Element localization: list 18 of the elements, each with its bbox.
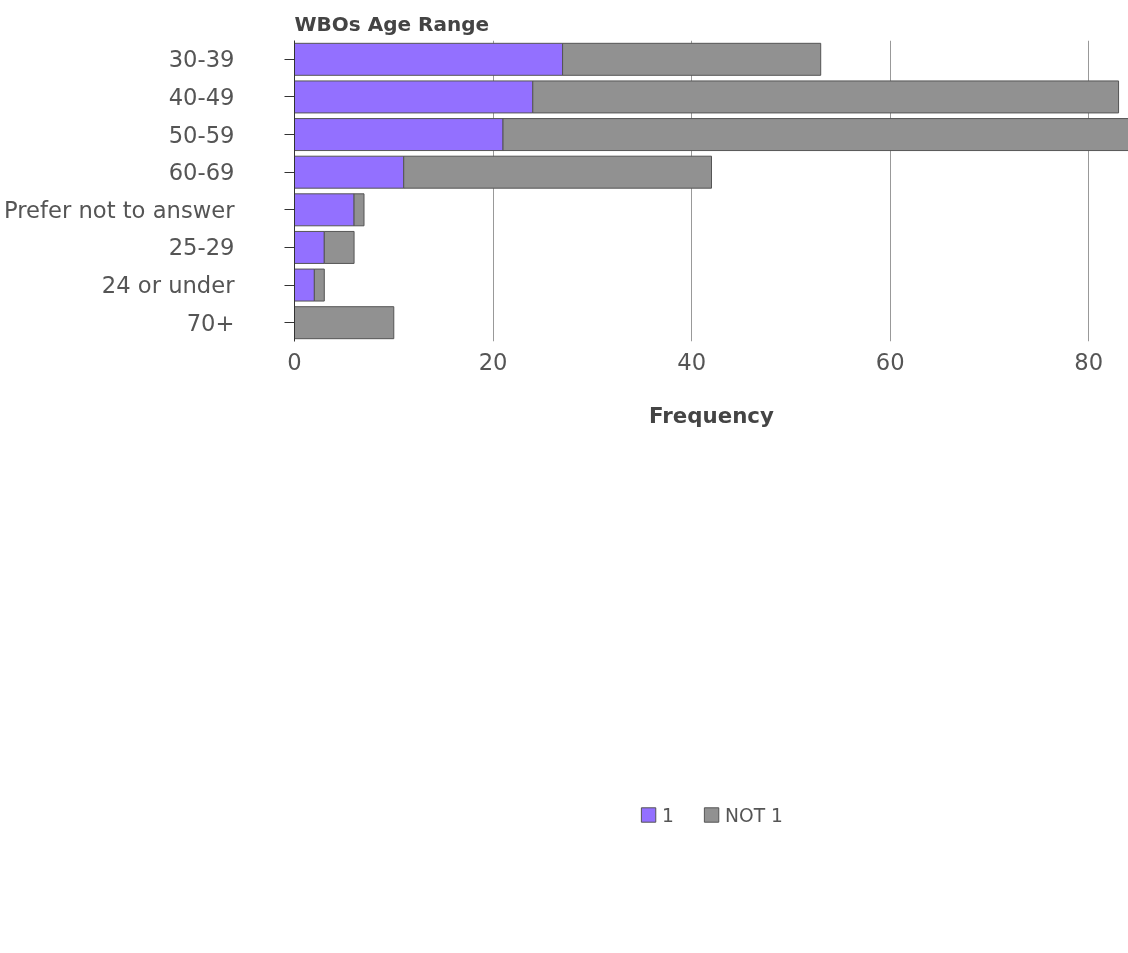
y-axis-title: WBOs Age Range bbox=[294, 11, 490, 36]
y-tick-label: 40-49 bbox=[168, 83, 235, 110]
y-tick-label: Prefer not to answer bbox=[3, 196, 236, 223]
x-tick-label: 40 bbox=[677, 348, 707, 375]
x-axis-title: Frequency bbox=[649, 402, 775, 428]
legend-label: 1 bbox=[662, 804, 675, 826]
y-tick-label: 25-29 bbox=[168, 234, 235, 261]
y-tick-label: 60-69 bbox=[168, 159, 235, 186]
x-tick-label: 0 bbox=[287, 348, 302, 375]
x-tick-label: 80 bbox=[1074, 348, 1104, 375]
y-tick-label: 30-39 bbox=[168, 46, 235, 73]
legend-label: NOT 1 bbox=[725, 804, 783, 826]
x-tick-label: 60 bbox=[875, 348, 905, 375]
y-tick-label: 50-59 bbox=[168, 121, 235, 148]
x-tick-label: 20 bbox=[478, 348, 508, 375]
y-tick-label: 24 or under bbox=[101, 272, 236, 299]
y-tick-label: 70+ bbox=[186, 309, 235, 336]
bar bbox=[294, 306, 395, 340]
